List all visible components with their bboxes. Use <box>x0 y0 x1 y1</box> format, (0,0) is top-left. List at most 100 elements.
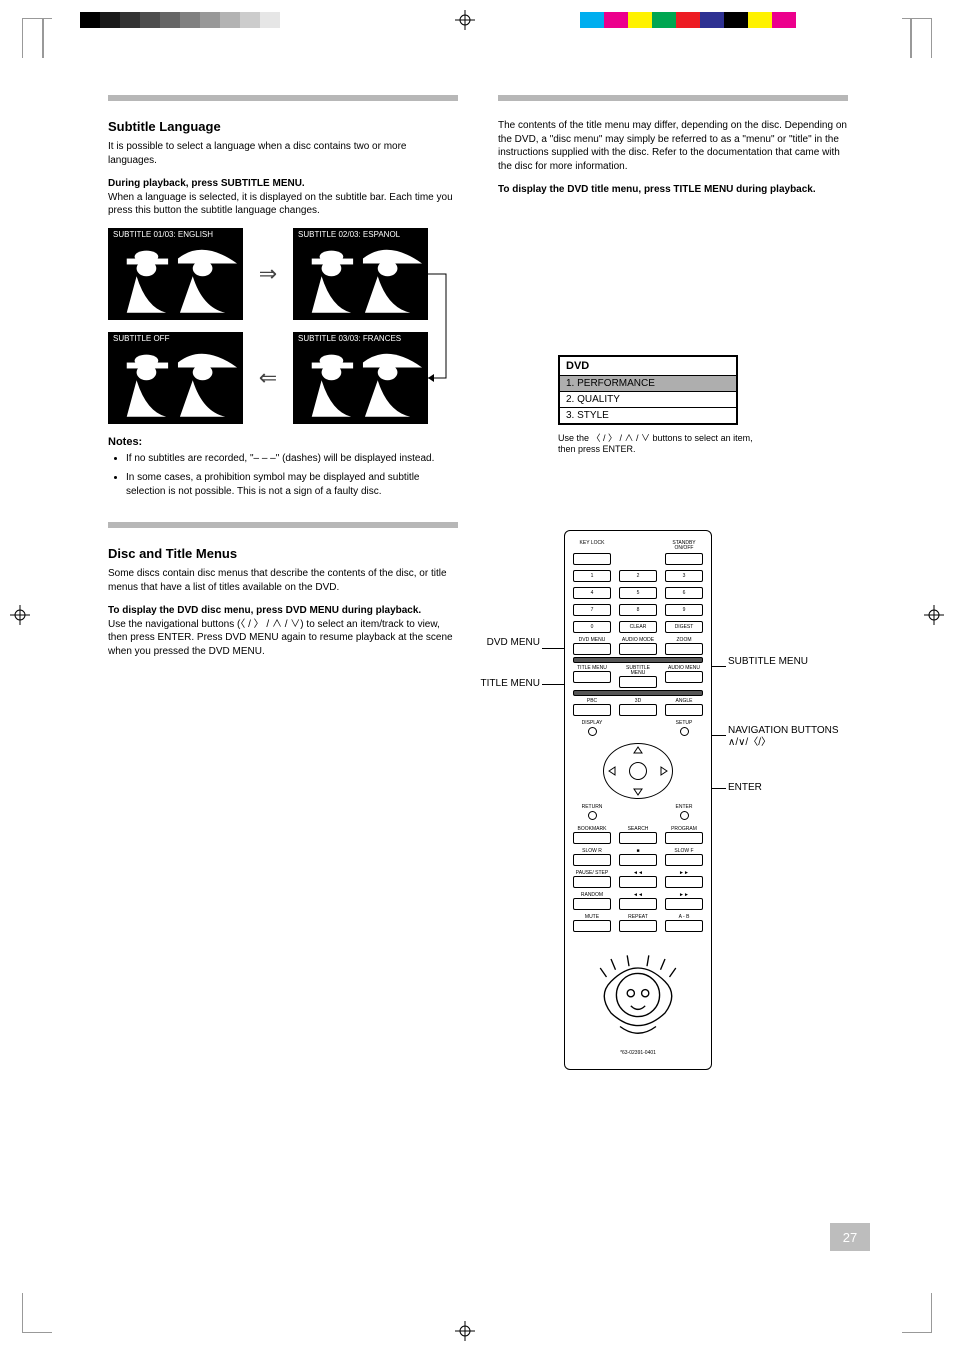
registration-mark <box>455 10 475 30</box>
crop-mark <box>902 1293 932 1333</box>
remote-button-audio-mode[interactable] <box>619 643 657 655</box>
remote-label: ENTER <box>665 805 703 810</box>
remote-button-random[interactable] <box>573 898 611 910</box>
remote-button-bookmark[interactable] <box>573 832 611 844</box>
dvd-menu-header: DVD <box>560 357 736 376</box>
color-calibration-bar <box>580 12 820 28</box>
dvd-menu-item: 1. PERFORMANCE <box>560 376 736 392</box>
remote-button-mute[interactable] <box>573 920 611 932</box>
remote-button--[interactable] <box>665 898 703 910</box>
remote-body: KEY LOCK STANDBY ON/OFF 123 456 789 0 CLEAR D… <box>564 530 712 1070</box>
callout-enter: ENTER <box>728 782 762 794</box>
remote-button-zoom[interactable] <box>665 643 703 655</box>
remote-button-3[interactable]: 3 <box>665 570 703 582</box>
crop-mark <box>910 18 912 58</box>
notes-list: If no subtitles are recorded, "– – –" (d… <box>108 452 458 499</box>
subtitle-thumb-espanol: SUBTITLE 02/03: ESPANOL <box>293 228 428 320</box>
remote-button-program[interactable] <box>665 832 703 844</box>
remote-button-9[interactable]: 9 <box>665 604 703 616</box>
remote-button--[interactable] <box>619 876 657 888</box>
remote-button-enter[interactable] <box>680 811 689 820</box>
remote-label: BOOKMARK <box>573 827 611 832</box>
remote-button-dvd-menu[interactable] <box>573 643 611 655</box>
remote-button--[interactable] <box>619 854 657 866</box>
remote-label: AUDIO MODE <box>619 638 657 643</box>
remote-button--[interactable] <box>665 876 703 888</box>
divider <box>108 95 458 101</box>
flow-arrows <box>428 228 453 428</box>
dvd-menu-item: 3. STYLE <box>560 408 736 423</box>
divider <box>108 522 458 528</box>
subtitle-example-grid: SUBTITLE 01/03: ENGLISH ⇒ SUBTITLE 02/03… <box>108 228 438 424</box>
remote-button-1[interactable]: 1 <box>573 570 611 582</box>
page-number: 27 <box>830 1223 870 1251</box>
divider <box>498 95 848 101</box>
callout-dvd-menu: DVD MENU <box>468 637 540 649</box>
remote-button-4[interactable]: 4 <box>573 587 611 599</box>
subtitle-thumb-off: SUBTITLE OFF <box>108 332 243 424</box>
remote-bar <box>573 657 703 663</box>
remote-button-repeat[interactable] <box>619 920 657 932</box>
notes-heading: Notes: <box>108 436 458 448</box>
remote-button-0[interactable]: 0 <box>573 621 611 633</box>
remote-button-slow-r[interactable] <box>573 854 611 866</box>
remote-label: SUBTITLE MENU <box>619 666 657 676</box>
remote-button-a-b[interactable] <box>665 920 703 932</box>
remote-part-number: *63-02391-0401 <box>573 1050 703 1056</box>
callout-title-menu: TITLE MENU <box>468 678 540 690</box>
crop-mark <box>22 1293 52 1333</box>
remote-button-pbc[interactable] <box>573 704 611 716</box>
remote-button-standby[interactable] <box>665 553 703 565</box>
subtitle-thumb-english: SUBTITLE 01/03: ENGLISH <box>108 228 243 320</box>
note-item: If no subtitles are recorded, "– – –" (d… <box>126 452 458 466</box>
step: To display the DVD disc menu, press DVD … <box>108 604 458 658</box>
remote-button-return[interactable] <box>588 811 597 820</box>
registration-mark <box>10 605 30 625</box>
remote-label: AUDIO MENU <box>665 666 703 671</box>
remote-label: SETUP <box>665 721 703 726</box>
arrow-left-icon: ⇐ <box>243 365 293 391</box>
registration-mark <box>455 1321 475 1341</box>
remote-button-title-menu[interactable] <box>573 671 611 683</box>
remote-button-search[interactable] <box>619 832 657 844</box>
remote-button-7[interactable]: 7 <box>573 604 611 616</box>
crop-mark <box>42 18 44 58</box>
remote-bar <box>573 690 703 696</box>
remote-button-subtitle-menu[interactable] <box>619 676 657 688</box>
remote-label: STANDBY ON/OFF <box>665 541 703 551</box>
crop-mark <box>902 18 932 58</box>
arrow-right-icon: ⇒ <box>243 261 293 287</box>
remote-button-slow-f[interactable] <box>665 854 703 866</box>
section-heading-subtitle: Subtitle Language <box>108 119 458 134</box>
remote-button-angle[interactable] <box>665 704 703 716</box>
remote-button-3d[interactable] <box>619 704 657 716</box>
left-column: Subtitle Language It is possible to sele… <box>108 95 458 668</box>
remote-button-display[interactable] <box>588 727 597 736</box>
caption: Use the 〈 / 〉 / ∧ / ∨ buttons to select … <box>558 433 758 456</box>
remote-label: RETURN <box>573 805 611 810</box>
remote-label: TITLE MENU <box>573 666 611 671</box>
remote-button-pause-step[interactable] <box>573 876 611 888</box>
remote-label: KEY LOCK <box>573 541 611 551</box>
paragraph: The contents of the title menu may diffe… <box>498 119 848 173</box>
paragraph: Some discs contain disc menus that descr… <box>108 567 458 594</box>
remote-button-clear[interactable]: CLEAR <box>619 621 657 633</box>
registration-mark <box>924 605 944 625</box>
remote-button--[interactable] <box>619 898 657 910</box>
remote-label: PAUSE/ STEP <box>573 871 611 876</box>
remote-button-setup[interactable] <box>680 727 689 736</box>
character-illustration <box>593 950 683 1040</box>
remote-button-2[interactable]: 2 <box>619 570 657 582</box>
callout-subtitle-menu: SUBTITLE MENU <box>728 656 808 668</box>
remote-button-6[interactable]: 6 <box>665 587 703 599</box>
step: During playback, press SUBTITLE MENU.Whe… <box>108 177 458 218</box>
remote-label: DISPLAY <box>573 721 611 726</box>
remote-button-5[interactable]: 5 <box>619 587 657 599</box>
paragraph: It is possible to select a language when… <box>108 140 458 167</box>
section-heading-menus: Disc and Title Menus <box>108 546 458 561</box>
remote-button-keylock[interactable] <box>573 553 611 565</box>
remote-button-audio-menu[interactable] <box>665 671 703 683</box>
remote-button-8[interactable]: 8 <box>619 604 657 616</box>
remote-nav-pad[interactable] <box>603 743 673 799</box>
remote-button-digest[interactable]: DIGEST <box>665 621 703 633</box>
